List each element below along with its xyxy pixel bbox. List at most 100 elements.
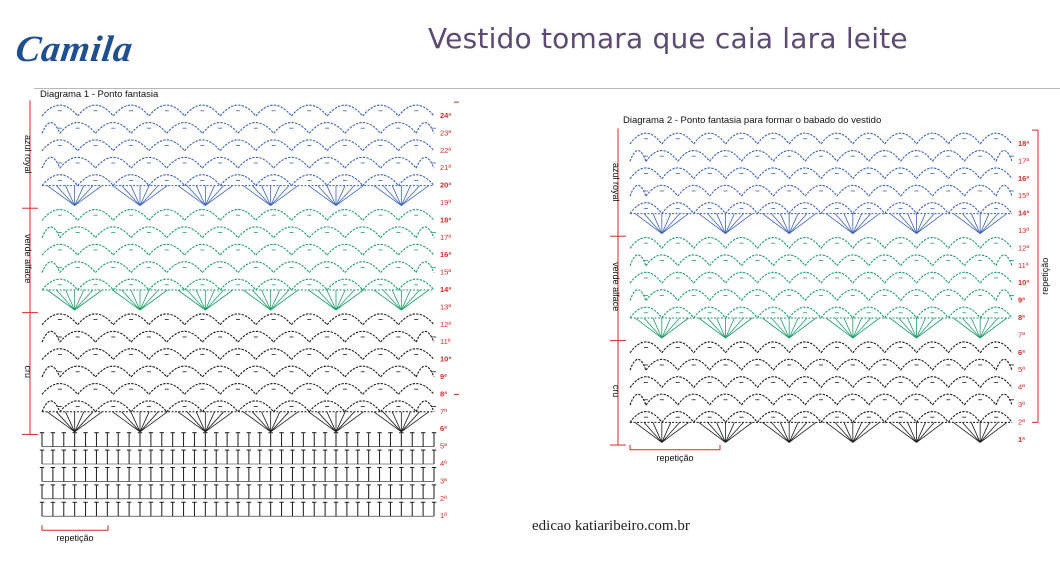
d2-fan-stitch [979, 213, 1008, 234]
d2-chain-arch [661, 341, 695, 354]
d1-fan-stitch [335, 289, 346, 311]
d1-chain-arch [397, 243, 435, 256]
d2-fan-stitch [698, 317, 726, 339]
d2-chain-arch [884, 271, 917, 284]
d1-row-24 [41, 104, 435, 117]
d2-fan-stitch [643, 422, 663, 443]
d2-fan-stitch [907, 422, 917, 443]
d1-chain-arch [112, 382, 150, 395]
d2-chain-arch [979, 376, 1013, 388]
d1-fan-stitch [252, 289, 271, 311]
d2-chain-arch [916, 202, 949, 214]
d2-chain-arch [820, 132, 854, 145]
d1-row-number-19: 19ª [440, 198, 451, 207]
d1-row-number-13: 13ª [440, 302, 451, 311]
d2-fan-stitch [716, 317, 726, 339]
d2-chain-arch [852, 410, 886, 423]
d1-fan-stitch [270, 289, 290, 311]
d2-fan-stitch [634, 422, 663, 443]
d1-fan-stitch [74, 185, 85, 206]
d1-chain-arch [255, 278, 292, 291]
d1-fan-stitch [195, 185, 206, 206]
d2-chain-arch [852, 271, 886, 284]
d1-fan-stitch [270, 289, 299, 311]
d2-fan-stitch [979, 422, 999, 443]
d2-chain-arch [963, 393, 997, 406]
d1-fan-stitch [382, 411, 402, 433]
d2-fan-stitch [852, 422, 880, 443]
d2-fan-stitch [916, 317, 944, 339]
d1-chain-arch [291, 278, 328, 291]
d1-row-11 [41, 330, 436, 343]
d1-row-number-2: 2ª [440, 494, 447, 503]
d2-row-number-2: 2ª [1018, 417, 1025, 426]
d2-chain-arch [995, 289, 1013, 301]
d1-chain-arch [308, 156, 346, 169]
d1-fan-stitch [195, 289, 206, 311]
d1-fan-stitch [46, 185, 75, 206]
d2-chain-arch [629, 410, 663, 423]
d2-chain-arch [788, 202, 822, 214]
d1-fan-stitch [252, 185, 271, 206]
d2-chain-arch [995, 184, 1013, 197]
d1-chain-arch [112, 174, 150, 186]
d2-chain-arch [788, 341, 822, 354]
d2-chain-arch [677, 149, 711, 162]
d2-fan-stitch [852, 317, 880, 339]
d1-chain-arch [201, 330, 239, 343]
d1-chain-arch [380, 156, 417, 169]
d2-fan-stitch [661, 422, 680, 443]
d2-fan-stitch [716, 422, 726, 443]
d1-fan-stitch [112, 411, 141, 433]
d1-chain-arch [415, 365, 435, 378]
d1-chain-arch [362, 243, 399, 256]
d1-chain-arch [273, 156, 310, 169]
d2-chain-arch [852, 341, 886, 354]
d1-chain-arch [201, 365, 239, 378]
d2-chain-arch [772, 149, 806, 162]
d1-fan-stitch [270, 411, 290, 433]
d1-fan-stitch [373, 185, 402, 206]
d2-fan-stitch [661, 317, 672, 339]
d1-fan-stitch [121, 411, 141, 433]
d1-chain-arch [95, 261, 132, 273]
d1-fan-stitch [308, 411, 337, 433]
d2-chain-arch [788, 271, 822, 284]
d2-chain-arch [709, 393, 742, 406]
d2-chain-arch [931, 358, 965, 371]
d1-row-12 [41, 313, 435, 326]
d1-fan-stitch [139, 289, 150, 311]
d2-chain-arch [629, 167, 663, 180]
d2-section-label: azul royal [611, 163, 621, 202]
d2-chain-arch [693, 236, 726, 249]
d1-fan-stitch [382, 289, 402, 311]
d2-chain-arch [740, 184, 774, 197]
d2-row-1 [630, 421, 1012, 443]
d2-fan-stitch [643, 317, 663, 339]
d1-fan-stitch [317, 289, 337, 311]
d2-chain-arch [979, 410, 1013, 423]
d2-fan-stitch [979, 317, 990, 339]
d1-chain-arch [77, 104, 114, 117]
d1-fan-stitch [373, 411, 402, 433]
d1-fan-stitch [65, 411, 76, 432]
d2-chain-arch [836, 149, 870, 162]
d2-chain-arch [788, 132, 822, 145]
d2-fan-stitch [771, 317, 790, 339]
d2-fan-stitch [962, 317, 981, 339]
d2-fan-stitch [698, 213, 726, 234]
d1-chain-arch [380, 365, 417, 378]
d2-chain-arch [629, 271, 663, 284]
d2-chain-arch [725, 271, 758, 284]
d2-chain-arch [629, 236, 663, 249]
d2-chain-arch [884, 132, 917, 145]
d2-row-17 [629, 149, 1014, 162]
d1-row-number-4: 4ª [440, 459, 447, 468]
d2-chain-arch [661, 271, 695, 284]
d1-row-number-1: 1ª [440, 511, 447, 520]
d1-chain-arch [326, 278, 364, 291]
d2-fan-stitch [825, 317, 854, 339]
d1-chain-arch [112, 278, 150, 291]
d1-chain-arch [41, 208, 79, 221]
d1-chain-arch [415, 156, 435, 169]
